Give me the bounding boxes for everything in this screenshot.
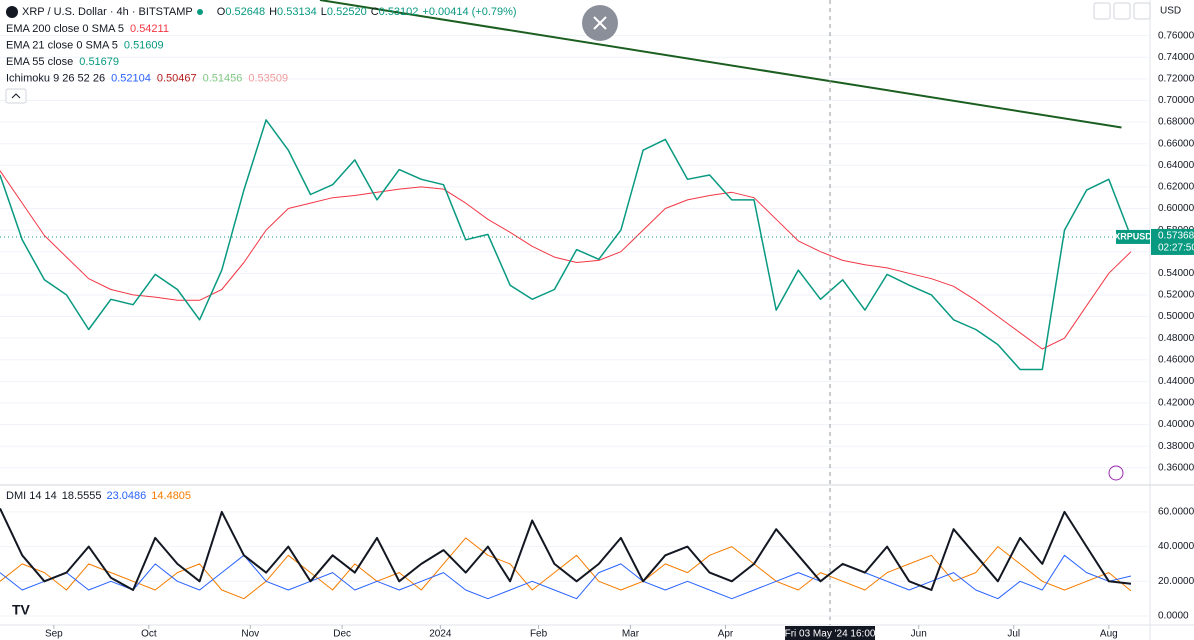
button[interactable] bbox=[1113, 2, 1131, 20]
indicator-value: 0.54211 bbox=[130, 23, 169, 35]
price-axis: 0.36000 0.38000 0.40000 0.42000 0.44000 0.460… bbox=[1158, 30, 1194, 473]
countdown-label: 02:27:50 bbox=[1158, 243, 1194, 254]
y-tick-label: 0.36000 bbox=[1158, 462, 1194, 473]
y-tick-label: 40.0000 bbox=[1158, 541, 1194, 552]
ohlc-key: L bbox=[321, 6, 327, 18]
y-tick-label: 0.0000 bbox=[1158, 611, 1189, 622]
close-icon bbox=[593, 16, 607, 30]
change: +0.00414 (+0.79%) bbox=[422, 6, 516, 18]
y-tick-label: 20.0000 bbox=[1158, 576, 1194, 587]
y-tick-label: 0.74000 bbox=[1158, 52, 1194, 63]
chart-title: XRP / U.S. Dollar · 4h · BITSTAMP O0.5264… bbox=[22, 6, 517, 18]
x-tick-label: Dec bbox=[333, 629, 351, 640]
x-tick-label: Apr bbox=[718, 629, 734, 640]
series-line bbox=[0, 507, 1132, 591]
y-tick-label: 0.40000 bbox=[1158, 419, 1194, 430]
ohlc-value: 0.53102 bbox=[379, 6, 419, 18]
indicator-value: 18.5555 bbox=[62, 490, 102, 502]
x-tick-label: Mar bbox=[622, 629, 640, 640]
y-tick-label: 0.42000 bbox=[1158, 398, 1194, 409]
x-tick-label: Sep bbox=[45, 629, 63, 640]
indicator-value: 0.51679 bbox=[79, 56, 119, 68]
x-tick-label: Nov bbox=[241, 629, 259, 640]
indicator-name: Ichimoku 9 26 52 26 bbox=[6, 72, 105, 84]
crosshair-tag bbox=[785, 626, 876, 640]
ohlc-key: H bbox=[269, 6, 277, 18]
x-tick-label: Jun bbox=[911, 629, 927, 640]
indicator-legend: EMA 55 close 0.51679 bbox=[6, 56, 119, 68]
y-tick-label: 0.66000 bbox=[1158, 138, 1194, 149]
crosshair-label: Fri 03 May '24 16:00 bbox=[785, 629, 876, 640]
y-tick-label: 0.64000 bbox=[1158, 160, 1194, 171]
y-tick-label: 0.60000 bbox=[1158, 203, 1194, 214]
indicator-value: 0.53509 bbox=[248, 72, 288, 84]
ohlc-key: O bbox=[217, 6, 226, 18]
y-tick-label: 0.68000 bbox=[1158, 117, 1194, 128]
y-tick-label: 0.50000 bbox=[1158, 311, 1194, 322]
y-tick-label: 0.48000 bbox=[1158, 333, 1194, 344]
indicator-value: 0.51609 bbox=[124, 39, 164, 51]
logo: TV bbox=[12, 602, 31, 618]
chevron bbox=[11, 93, 21, 99]
indicator-legend: EMA 200 close 0 SMA 5 0.54211 bbox=[6, 23, 169, 35]
y-tick-label: 0.46000 bbox=[1158, 354, 1194, 365]
last-price-tag bbox=[1151, 228, 1194, 255]
ohlc-value: 0.53134 bbox=[277, 6, 317, 18]
y-tick-label: 0.44000 bbox=[1158, 376, 1194, 387]
y-tick-label: 0.38000 bbox=[1158, 441, 1194, 452]
indicator-value: 0.50467 bbox=[157, 72, 197, 84]
indicator-value: 14.4805 bbox=[151, 490, 191, 502]
last-price-label: 0.57368 bbox=[1158, 231, 1194, 242]
trendline bbox=[319, 0, 1122, 129]
y-tick-label: 0.62000 bbox=[1158, 182, 1194, 193]
currency: USD bbox=[1160, 6, 1181, 17]
ohlc-key: C bbox=[371, 6, 379, 18]
symbol-icon bbox=[6, 6, 18, 18]
collapse-button[interactable] bbox=[5, 88, 27, 104]
series-line bbox=[0, 554, 1132, 600]
overlay: TV bbox=[5, 2, 1151, 618]
ohlc-value: 0.52520 bbox=[327, 6, 367, 18]
y-tick-label: 60.0000 bbox=[1158, 507, 1194, 518]
y-tick-label: 0.52000 bbox=[1158, 290, 1194, 301]
indicator-legend: Ichimoku 9 26 52 26 0.52104 0.50467 0.51456… bbox=[6, 72, 288, 84]
ohlc-value: 0.52648 bbox=[225, 6, 265, 18]
series-line bbox=[0, 170, 1132, 350]
x-tick-label: Jul bbox=[1007, 629, 1020, 640]
indicator-name: DMI 14 14 bbox=[6, 490, 57, 502]
indicator-value: 0.51456 bbox=[203, 72, 243, 84]
indicator-legend: DMI 14 14 18.5555 23.0486 14.4805 bbox=[6, 490, 191, 502]
indicator-name: EMA 200 close 0 SMA 5 bbox=[6, 23, 124, 35]
indicator-legend: EMA 21 close 0 SMA 5 0.51609 bbox=[6, 39, 164, 51]
x-tick-label: Oct bbox=[141, 629, 157, 640]
y-tick-label: 0.70000 bbox=[1158, 95, 1194, 106]
indicator-name: EMA 55 close bbox=[6, 56, 73, 68]
indicator-name: EMA 21 close 0 SMA 5 bbox=[6, 39, 118, 51]
y-tick-label: 0.54000 bbox=[1158, 268, 1194, 279]
series-line bbox=[0, 537, 1132, 600]
x-tick-label: 2024 bbox=[429, 629, 452, 640]
x-tick-label: Aug bbox=[1100, 629, 1118, 640]
button[interactable] bbox=[1093, 2, 1111, 20]
button[interactable] bbox=[1133, 2, 1151, 20]
lightning-icon[interactable] bbox=[1108, 465, 1124, 481]
title: XRP / U.S. Dollar · 4h · BITSTAMP bbox=[22, 6, 193, 18]
symbol-tag bbox=[1116, 229, 1150, 244]
x-tick-label: Feb bbox=[530, 629, 548, 640]
price-axis: 0.0000 20.0000 40.0000 60.0000 bbox=[1158, 507, 1194, 622]
indicator-value: 0.52104 bbox=[111, 72, 151, 84]
status-dot bbox=[197, 9, 203, 15]
y-tick-label: 0.72000 bbox=[1158, 74, 1194, 85]
indicator-value: 23.0486 bbox=[107, 490, 147, 502]
y-tick-label: 0.76000 bbox=[1158, 30, 1194, 41]
symbol-label: XRPUSD bbox=[1114, 231, 1152, 241]
series-line bbox=[0, 119, 1132, 371]
